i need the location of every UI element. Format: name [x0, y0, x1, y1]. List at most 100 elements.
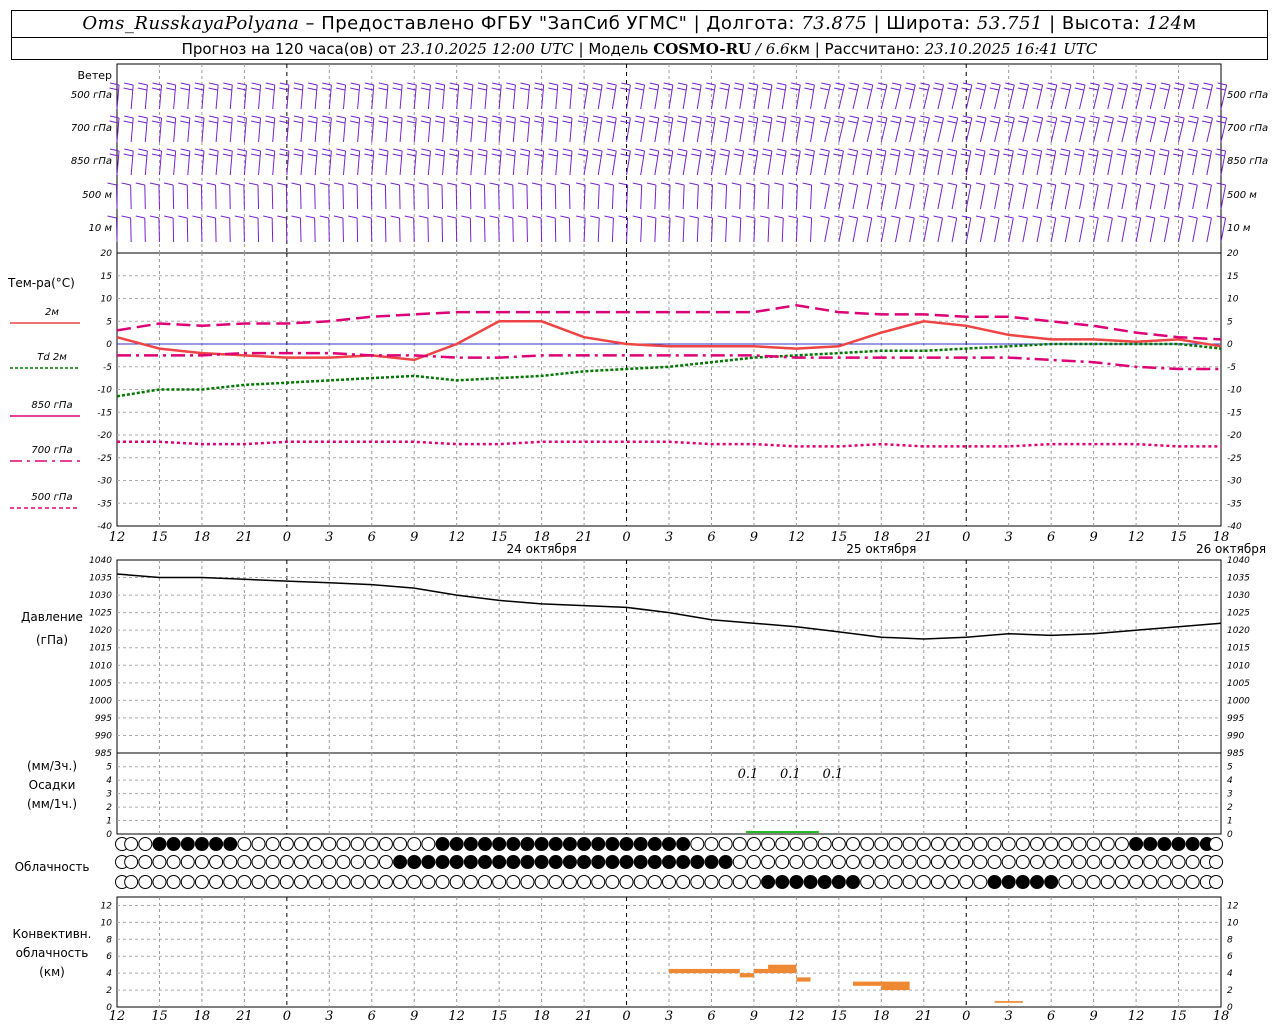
wind-barb: [498, 84, 502, 110]
latitude: 53.751: [976, 13, 1043, 34]
wind-barb: [810, 117, 815, 143]
wind-barb-flag: [634, 153, 644, 157]
wind-barb-flag: [347, 182, 358, 186]
wind-barb-flag: [364, 115, 374, 119]
cloud-fill: [492, 855, 506, 869]
wind-barb: [243, 117, 247, 143]
conv-tick-right: 12: [1227, 901, 1239, 911]
wind-barb-flag: [1074, 182, 1085, 186]
wind-barb: [1008, 217, 1014, 243]
wind-barb-flag: [1103, 182, 1113, 186]
wind-barb-flag: [890, 215, 901, 219]
cloud-circle: [393, 837, 408, 851]
wind-barb-flag: [492, 148, 502, 152]
wind-barb-flag: [1031, 153, 1041, 157]
wind-barb-flag: [962, 115, 972, 119]
wind-barb: [498, 117, 502, 143]
wind-barb: [611, 84, 617, 110]
wind-barb: [541, 84, 545, 110]
wind-barb-flag: [251, 115, 261, 119]
cloud-fill: [988, 875, 1002, 889]
wind-barb-flag: [350, 82, 360, 86]
cloud-circle: [407, 875, 422, 889]
wind-barb-flag: [919, 182, 929, 186]
cloud-circle: [520, 875, 535, 889]
wind-barb: [483, 217, 486, 243]
wind-barb: [880, 117, 888, 143]
wind-barb-flag: [606, 87, 616, 91]
wind-barb-flag: [578, 115, 589, 119]
wind-barb: [300, 117, 304, 143]
wind-barb-flag: [848, 120, 858, 124]
conv-label: облачность: [16, 946, 89, 960]
wind-barb: [810, 184, 813, 210]
wind-barb-flag: [577, 120, 588, 124]
wind-barb: [229, 217, 231, 243]
wind-barb: [1178, 217, 1184, 243]
wind-barb: [583, 117, 589, 143]
wind-barb: [554, 184, 557, 210]
wind-barb-flag: [731, 215, 741, 219]
wind-barb: [824, 117, 831, 143]
wind-barb: [852, 117, 860, 143]
wind-barb: [186, 184, 189, 210]
wind-barb: [1192, 117, 1199, 143]
wind-barb-flag: [1160, 115, 1171, 119]
wind-barb-flag: [390, 215, 400, 219]
wind-barb-flag: [849, 82, 859, 86]
wind-barb-flag: [220, 215, 230, 219]
wind-barb-flag: [109, 87, 119, 91]
wind-barb-flag: [123, 153, 133, 157]
wind-barb: [243, 184, 245, 210]
wind-level-label-right: 500 м: [1227, 190, 1257, 201]
cloud-fill: [719, 855, 733, 869]
wind-barb: [1121, 184, 1128, 210]
wind-barb-flag: [692, 115, 702, 119]
wind-barb-flag: [833, 120, 844, 124]
wind-barb-flag: [975, 215, 986, 219]
wind-barb-flag: [820, 215, 830, 219]
cloud-circle: [124, 855, 139, 869]
temp-legend-label: 850 гПа: [31, 400, 72, 411]
wind-barb: [441, 217, 444, 243]
wind-barb-flag: [635, 82, 645, 86]
wind-barb: [866, 150, 873, 176]
cloud-circle: [888, 855, 903, 869]
cloud-circle: [308, 837, 323, 851]
wind-barb-flag: [776, 115, 787, 119]
wind-barb-flag: [463, 115, 474, 119]
wind-barb: [1220, 217, 1227, 243]
x-tick-label: 15: [151, 530, 168, 545]
wind-barb: [1008, 150, 1014, 176]
cloud-circle: [605, 875, 620, 889]
wind-barb-flag: [548, 120, 558, 124]
wind-level-label: 500 м: [82, 190, 112, 201]
wind-barb-flag: [989, 87, 999, 91]
wind-barb: [526, 217, 528, 243]
x-tick-label: 18: [533, 530, 550, 545]
wind-barb-flag: [961, 87, 971, 91]
cloud-circle: [180, 875, 195, 889]
wind-barb-flag: [635, 148, 645, 152]
wind-barb-flag: [719, 120, 729, 124]
wind-barb: [455, 217, 458, 243]
cloud-circle: [1030, 837, 1044, 851]
cloud-circle: [449, 875, 464, 889]
wind-barb: [541, 117, 545, 143]
wind-barb-flag: [890, 87, 900, 91]
wind-barb-flag: [862, 148, 872, 152]
wind-barb-flag: [734, 115, 744, 119]
cloud-circle: [591, 875, 606, 889]
wind-barb-flag: [517, 215, 528, 219]
wind-barb-flag: [578, 148, 589, 152]
wind-barb-flag: [336, 148, 346, 152]
wind-barb-flag: [745, 215, 756, 219]
wind-barb-flag: [393, 115, 403, 119]
wind-barb-flag: [109, 82, 120, 86]
wind-barb-flag: [364, 148, 374, 152]
wind-barb-flag: [123, 120, 133, 124]
wind-barb: [994, 117, 1001, 143]
cloud-circle: [506, 875, 521, 889]
pressure-tick-left: 1010: [89, 661, 112, 671]
wind-barb-flag: [222, 87, 232, 91]
